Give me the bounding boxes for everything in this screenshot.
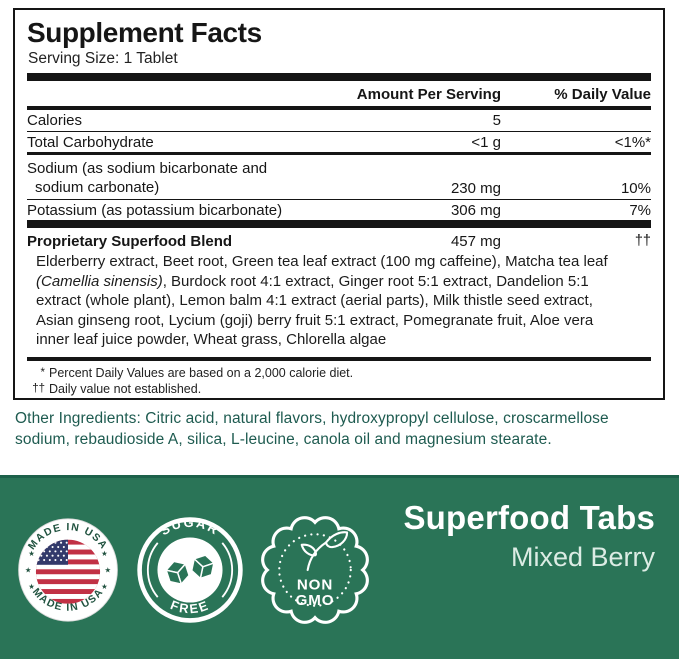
non-gmo-label-line1: NON	[297, 576, 333, 593]
footnote: †† Daily value not established.	[27, 381, 651, 398]
row-amount: <1 g	[471, 133, 501, 151]
footnote: * Percent Daily Values are based on a 2,…	[27, 365, 651, 382]
blend-desc-text: , Burdock root 4:1 extract, Ginger root …	[36, 272, 594, 349]
svg-text:★: ★	[101, 549, 108, 558]
other-ingredients-text: Other Ingredients: Citric acid, natural …	[15, 410, 609, 448]
footnotes: * Percent Daily Values are based on a 2,…	[27, 365, 651, 400]
row-name: Potassium (as potassium bicarbonate)	[27, 201, 283, 219]
blend-dv-dagger: ††	[634, 233, 651, 249]
sugar-arc-label: SUGAR	[157, 515, 220, 538]
svg-text:★: ★	[25, 566, 32, 575]
made-in-usa-badge: MADE IN USA MADE IN USA ★★★ ★★★	[18, 518, 118, 622]
table-row: Total Carbohydrate <1 g <1%*	[27, 132, 651, 155]
divider-medium	[27, 356, 651, 361]
brand-band: MADE IN USA MADE IN USA ★ ★ ★ ★ ★ ★	[0, 475, 679, 659]
header-amount-per-serving: Amount Per Serving	[356, 86, 501, 103]
sugar-free-badge: SUGAR FREE	[137, 515, 243, 623]
svg-text:FREE: FREE	[168, 597, 211, 616]
svg-text:★: ★	[28, 582, 35, 591]
blend-row: Proprietary Superfood Blend 457 mg ††	[27, 228, 651, 251]
serving-size: Serving Size: 1 Tablet	[28, 50, 178, 67]
row-dv: <1%*	[614, 133, 651, 151]
row-amount: 5	[492, 112, 501, 129]
product-name: Superfood Tabs	[403, 499, 655, 536]
row-name: Calories	[27, 112, 83, 129]
blend-description: Elderberry extract, Beet root, Green tea…	[27, 251, 651, 357]
badge-row: MADE IN USA MADE IN USA ★ ★ ★ ★ ★ ★	[16, 514, 370, 626]
row-dv: 7%	[629, 201, 651, 219]
header-daily-value: % Daily Value	[554, 86, 651, 103]
svg-text:SUGAR: SUGAR	[157, 515, 222, 538]
svg-text:★: ★	[101, 582, 108, 591]
row-amount: 306 mg	[450, 201, 501, 219]
blend-desc-latin-name: (Camellia sinensis)	[36, 272, 163, 290]
row-name: Total Carbohydrate	[27, 133, 154, 151]
blend-amount: 457 mg	[450, 233, 501, 250]
blend-desc-text: Elderberry extract, Beet root, Green tea…	[36, 253, 608, 270]
scalloped-border	[261, 516, 369, 624]
row-amount: 230 mg	[450, 180, 501, 197]
non-gmo-label-line2: GMO	[296, 592, 335, 609]
svg-text:★: ★	[105, 566, 112, 575]
leaf-icon	[300, 531, 349, 572]
svg-text:★: ★	[28, 549, 35, 558]
footnote-text: Percent Daily Values are based on a 2,00…	[49, 365, 354, 380]
divider-thick	[27, 220, 651, 228]
divider-thick	[27, 73, 651, 81]
row-dv: 10%	[620, 180, 651, 197]
table-row: Potassium (as potassium bicarbonate) 306…	[27, 200, 651, 221]
panel-title: Supplement Facts	[27, 17, 262, 48]
us-flag-icon	[35, 539, 101, 604]
footnote-marker: *	[40, 366, 45, 379]
non-gmo-badge: NON GMO	[261, 516, 369, 624]
column-header-row: Amount Per Serving % Daily Value	[27, 81, 651, 110]
blend-name: Proprietary Superfood Blend	[27, 233, 233, 250]
brand-text-block: Superfood Tabs Mixed Berry	[403, 500, 655, 573]
product-flavor: Mixed Berry	[510, 542, 655, 572]
table-row: Sodium (as sodium bicarbonate and sodium…	[27, 155, 651, 200]
free-arc-label: FREE	[168, 597, 209, 616]
table-row: Calories 5	[27, 110, 651, 132]
sugar-cubes-icon	[165, 554, 215, 585]
supplement-facts-panel: Supplement Facts Serving Size: 1 Tablet …	[13, 8, 665, 400]
dotted-circle	[278, 533, 352, 607]
row-name: Sodium (as sodium bicarbonate and sodium…	[27, 160, 268, 196]
star-icon: ★ ★ ★ ★ ★ ★	[25, 549, 112, 591]
footnote-text: Daily value not established.	[49, 382, 202, 396]
footnote-marker: ††	[32, 383, 45, 395]
